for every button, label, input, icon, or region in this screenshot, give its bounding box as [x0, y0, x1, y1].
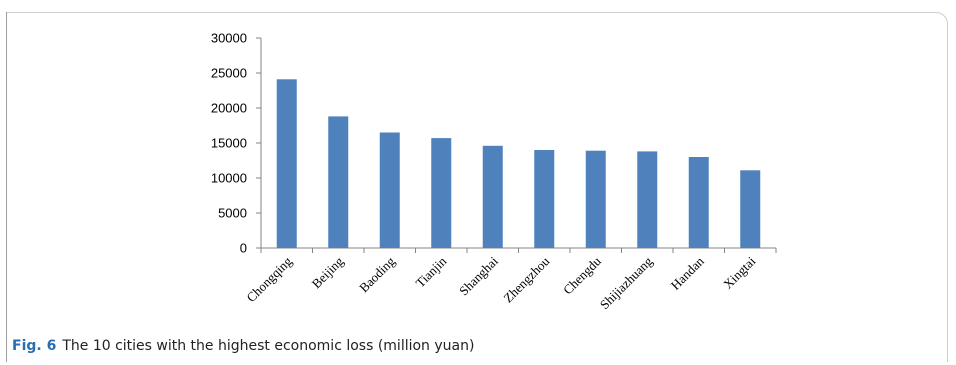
y-axis: 0 5000 10000 15000 20000 25000 30000: [211, 31, 262, 256]
bar-tianjin: [431, 138, 452, 248]
bar-chengdu: [585, 150, 606, 248]
x-tick-label-handan: Handan: [668, 253, 708, 293]
x-tick-label-zhengzhou: Zhengzhou: [500, 253, 552, 305]
x-tick-label-chongqing: Chongqing: [243, 253, 295, 305]
y-tick-label: 25000: [211, 66, 247, 81]
bar-shijiazhuang: [637, 151, 658, 248]
bar-zhengzhou: [534, 150, 555, 248]
figure-left-rule: [6, 12, 7, 362]
figure-caption-text: The 10 cities with the highest economic …: [62, 338, 475, 354]
x-tick-label-xingtai: Xingtai: [720, 253, 758, 291]
y-tick-label: 20000: [211, 101, 247, 116]
x-tick-label-tianjin: Tianjin: [413, 253, 450, 290]
bar-chart: 0 5000 10000 15000 20000 25000 30000 Chongqing…: [211, 31, 777, 312]
figure-caption-label: Fig. 6: [12, 338, 57, 354]
x-tick-labels: Chongqing Beijing Baoding Tianjin Shanghai Zh…: [243, 253, 758, 312]
x-axis: [260, 247, 777, 253]
bar-xingtai: [740, 170, 761, 248]
bar-chongqing: [276, 79, 297, 248]
x-tick-label-chengdu: Chengdu: [560, 253, 604, 297]
y-tick-label: 0: [240, 241, 247, 256]
y-tick-label: 15000: [211, 136, 247, 151]
y-tick-label: 10000: [211, 171, 247, 186]
bar-shanghai: [482, 145, 503, 248]
x-tick-label-baoding: Baoding: [356, 253, 398, 295]
figure-caption: Fig. 6 The 10 cities with the highest eco…: [12, 338, 474, 354]
x-tick-label-shijiazhuang: Shijiazhuang: [597, 253, 656, 312]
x-tick-label-shanghai: Shanghai: [456, 253, 501, 298]
bar-beijing: [328, 116, 349, 249]
bars: [276, 79, 761, 249]
figure-frame: [6, 12, 948, 362]
y-tick-label: 30000: [211, 31, 247, 46]
bar-handan: [688, 157, 709, 248]
bar-baoding: [379, 132, 400, 248]
y-tick-label: 5000: [218, 206, 247, 221]
x-tick-label-beijing: Beijing: [309, 253, 347, 291]
